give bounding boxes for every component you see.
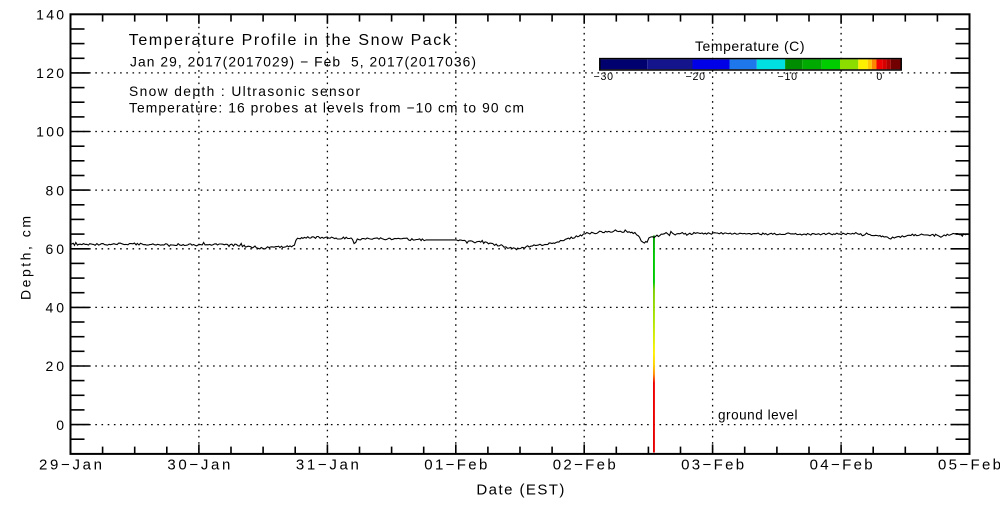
svg-text:02−Feb: 02−Feb bbox=[553, 457, 616, 474]
svg-text:04−Feb: 04−Feb bbox=[810, 457, 873, 474]
svg-text:Temperature: 16 probes at leve: Temperature: 16 probes at levels from −1… bbox=[129, 101, 524, 116]
svg-text:Date (EST): Date (EST) bbox=[476, 481, 564, 498]
svg-text:Temperature (C): Temperature (C) bbox=[695, 38, 805, 54]
svg-text:−10: −10 bbox=[778, 71, 798, 83]
svg-text:Temperature Profile in the Sno: Temperature Profile in the Snow Pack bbox=[129, 32, 452, 49]
svg-text:−20: −20 bbox=[686, 71, 706, 83]
svg-text:0: 0 bbox=[56, 417, 64, 433]
svg-text:−30: −30 bbox=[594, 71, 614, 83]
svg-text:120: 120 bbox=[36, 65, 64, 81]
svg-text:140: 140 bbox=[36, 7, 64, 23]
svg-text:100: 100 bbox=[36, 124, 64, 140]
svg-text:03−Feb: 03−Feb bbox=[681, 457, 744, 474]
svg-text:Depth, cm: Depth, cm bbox=[18, 216, 34, 300]
svg-text:Snow depth : Ultrasonic sensor: Snow depth : Ultrasonic sensor bbox=[129, 84, 360, 99]
svg-text:ground level: ground level bbox=[718, 408, 798, 423]
svg-text:01−Feb: 01−Feb bbox=[424, 457, 487, 474]
svg-text:0: 0 bbox=[876, 71, 882, 83]
svg-text:Jan 29, 2017(2017029) − Feb 5: Jan 29, 2017(2017029) − Feb 5, 2017(2017… bbox=[130, 54, 476, 69]
